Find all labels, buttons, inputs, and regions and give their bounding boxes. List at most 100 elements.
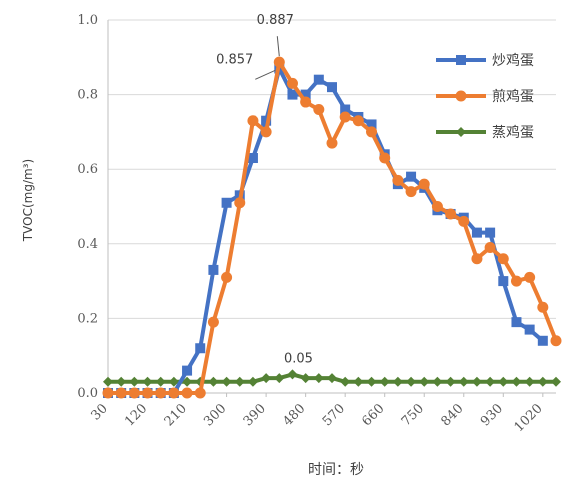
data-point [445, 208, 457, 220]
data-point [221, 197, 232, 208]
y-tick-label: 0.6 [77, 162, 98, 177]
data-point [537, 335, 548, 346]
data-point [326, 137, 338, 149]
y-tick-label: 0.0 [77, 386, 98, 401]
y-tick-label: 0.4 [77, 237, 98, 252]
x-tick-label: 390 [241, 401, 269, 429]
data-point [273, 56, 285, 68]
gridlines [108, 19, 556, 394]
data-point [194, 387, 206, 399]
data-point [339, 111, 351, 123]
data-label: 0.857 [216, 52, 253, 67]
legend-label: 蒸鸡蛋 [492, 124, 534, 141]
x-axis: 30 120 210 300 390 480 570 660 750 840 930 1020 [89, 392, 556, 435]
data-point [102, 387, 114, 399]
data-point [406, 171, 417, 182]
data-point [498, 276, 509, 287]
data-point [313, 104, 325, 116]
data-point [379, 152, 391, 164]
data-point [392, 174, 404, 186]
data-point [168, 387, 180, 399]
data-point [353, 376, 364, 387]
data-point [182, 365, 193, 376]
data-point [524, 324, 535, 335]
data-point [287, 89, 298, 100]
data-point [340, 104, 351, 115]
data-point [181, 387, 193, 399]
data-point [207, 316, 219, 328]
legend-item: 炒鸡蛋 [436, 52, 534, 69]
data-point [485, 376, 496, 387]
legend-item: 蒸鸡蛋 [436, 124, 534, 141]
data-point [392, 376, 403, 387]
data-point [247, 115, 259, 127]
data-point [418, 178, 430, 190]
legend-marker [456, 127, 466, 137]
data-point [524, 271, 536, 283]
data-point [405, 186, 417, 198]
data-point [221, 376, 232, 387]
data-point [340, 376, 351, 387]
data-point [550, 335, 562, 347]
data-point [366, 376, 377, 387]
data-point [142, 387, 154, 399]
data-point [352, 115, 364, 127]
data-point [471, 253, 483, 265]
data-point [103, 376, 113, 387]
data-point [300, 89, 311, 100]
legend-marker [456, 55, 466, 65]
data-point [195, 343, 206, 354]
data-point [182, 376, 193, 387]
data-point [458, 215, 470, 227]
data-point [366, 119, 377, 130]
data-point [208, 264, 219, 275]
data-point [313, 373, 324, 384]
y-axis: 0.0 0.2 0.4 0.6 0.8 1.0 [77, 13, 109, 401]
data-point [327, 82, 337, 93]
data-point [498, 376, 509, 387]
legend-label: 炒鸡蛋 [492, 52, 534, 69]
series-1 [102, 56, 562, 399]
data-point [142, 376, 153, 387]
legend-marker [455, 90, 467, 102]
data-point [234, 376, 245, 387]
data-point [286, 77, 298, 89]
x-tick-label: 300 [201, 401, 229, 429]
data-point [379, 376, 390, 387]
x-tick-label: 840 [438, 401, 466, 429]
y-tick-label: 1.0 [77, 13, 98, 28]
data-point [327, 373, 337, 384]
data-point [247, 153, 258, 164]
annotation-layer: 0.887 0.857 0.05 [216, 13, 313, 366]
y-tick-label: 0.2 [77, 311, 98, 326]
series-line [108, 60, 558, 395]
data-point [471, 376, 482, 387]
annotation-leader [255, 69, 276, 80]
series-line [108, 66, 545, 395]
x-tick-label: 210 [162, 401, 190, 429]
annotation-leader [276, 36, 280, 57]
data-point [313, 74, 324, 85]
x-tick-label: 480 [280, 401, 308, 429]
data-point [260, 126, 272, 138]
data-point [155, 387, 167, 399]
data-point [524, 376, 535, 387]
y-axis-title: TVOC(mg/m³) [21, 159, 35, 242]
data-point [471, 227, 482, 238]
data-point [458, 376, 469, 387]
x-tick-label: 570 [320, 401, 348, 429]
data-label: 0.05 [284, 351, 313, 366]
data-point [261, 115, 272, 126]
data-point [511, 317, 522, 328]
data-point [300, 373, 311, 384]
data-point [221, 271, 233, 283]
data-point [234, 197, 246, 209]
data-point [128, 387, 140, 399]
data-point [261, 373, 272, 384]
data-point [247, 376, 258, 387]
data-point [155, 376, 166, 387]
data-point [274, 373, 285, 384]
x-tick-label: 750 [399, 401, 427, 429]
data-point [116, 376, 127, 387]
